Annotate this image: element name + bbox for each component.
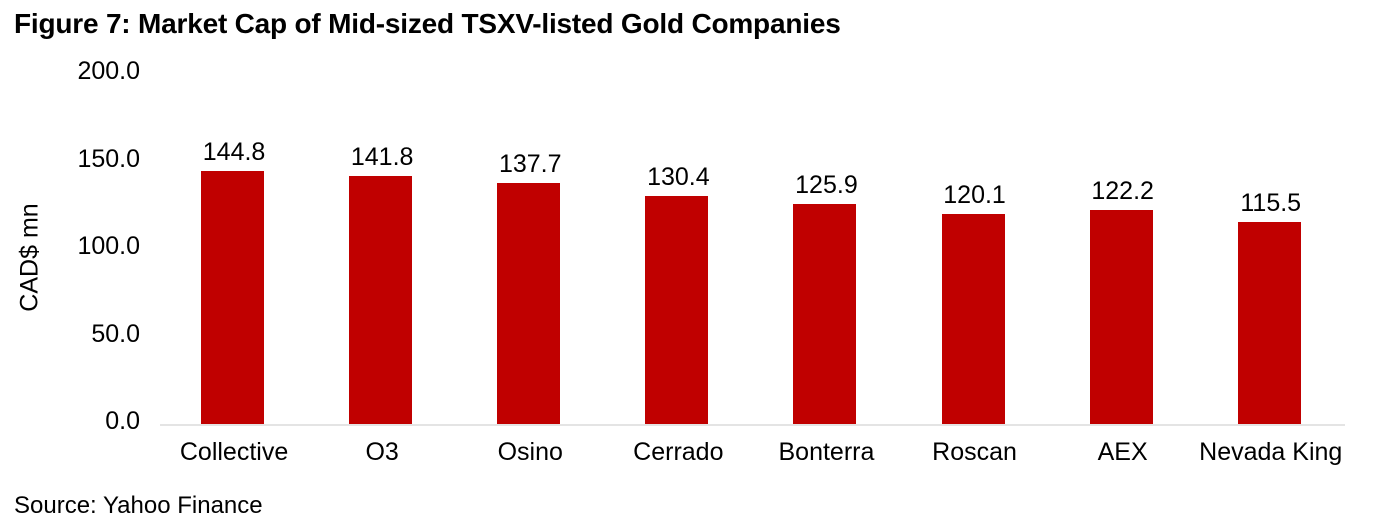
- bar[interactable]: [201, 170, 264, 424]
- x-axis-line: [160, 424, 1345, 426]
- page-title: Figure 7: Market Cap of Mid-sized TSXV-l…: [14, 8, 841, 39]
- y-axis-tick-label: 200.0: [77, 57, 140, 85]
- source-note: Source: Yahoo Finance: [14, 492, 263, 519]
- bar[interactable]: [349, 175, 413, 424]
- bar[interactable]: [941, 213, 1005, 424]
- bar-value-label: 137.7: [498, 150, 562, 179]
- y-axis-tick-label: 150.0: [77, 144, 140, 173]
- x-axis-category-label: Bonterra: [778, 438, 875, 466]
- bar-group: 144.8: [160, 74, 308, 424]
- bar-value-label: 120.1: [943, 180, 1006, 209]
- bar-value-label: 141.8: [350, 142, 414, 171]
- bar[interactable]: [645, 195, 709, 424]
- y-axis-tick-label: 0.0: [105, 407, 140, 435]
- x-axis-category-label: Osino: [497, 438, 563, 466]
- bar-value-label: 130.4: [647, 162, 710, 191]
- bar-value-label: 115.5: [1240, 188, 1302, 217]
- bar[interactable]: [1237, 221, 1301, 424]
- bar-group: 122.2: [1049, 74, 1197, 424]
- bar-group: 115.5: [1197, 74, 1345, 424]
- x-axis-category-label: Collective: [179, 438, 289, 466]
- bar[interactable]: [497, 183, 561, 424]
- bar-value-label: 125.9: [795, 170, 858, 199]
- bar-value-label: 144.8: [202, 137, 266, 166]
- x-axis-category-label: Nevada King: [1199, 438, 1343, 466]
- bar[interactable]: [1089, 210, 1153, 424]
- x-axis-category-label: O3: [365, 438, 399, 466]
- x-axis-category-label: Roscan: [932, 438, 1017, 466]
- y-axis-tick-label: 100.0: [77, 232, 140, 260]
- x-axis-category-label: AEX: [1097, 438, 1148, 466]
- bar-group: 141.8: [308, 74, 456, 424]
- bar-chart: CAD$ mn 0.0 50.0 100.0 150.0 200.0 144.8 141.…: [15, 57, 1345, 466]
- bar[interactable]: [793, 203, 857, 424]
- plot-area: 144.8 141.8 137.7 130.4 125.9 120.1 122.2 115.5: [160, 74, 1345, 424]
- bar-group: 120.1: [901, 74, 1049, 424]
- bar-group: 130.4: [604, 74, 752, 424]
- bar-group: 137.7: [456, 74, 604, 424]
- y-axis-tick-label: 50.0: [91, 319, 140, 348]
- bar-group: 125.9: [752, 74, 900, 424]
- x-axis-category-label: Cerrado: [633, 438, 724, 466]
- bar-value-label: 122.2: [1091, 177, 1154, 206]
- y-axis-title: CAD$ mn: [15, 203, 44, 312]
